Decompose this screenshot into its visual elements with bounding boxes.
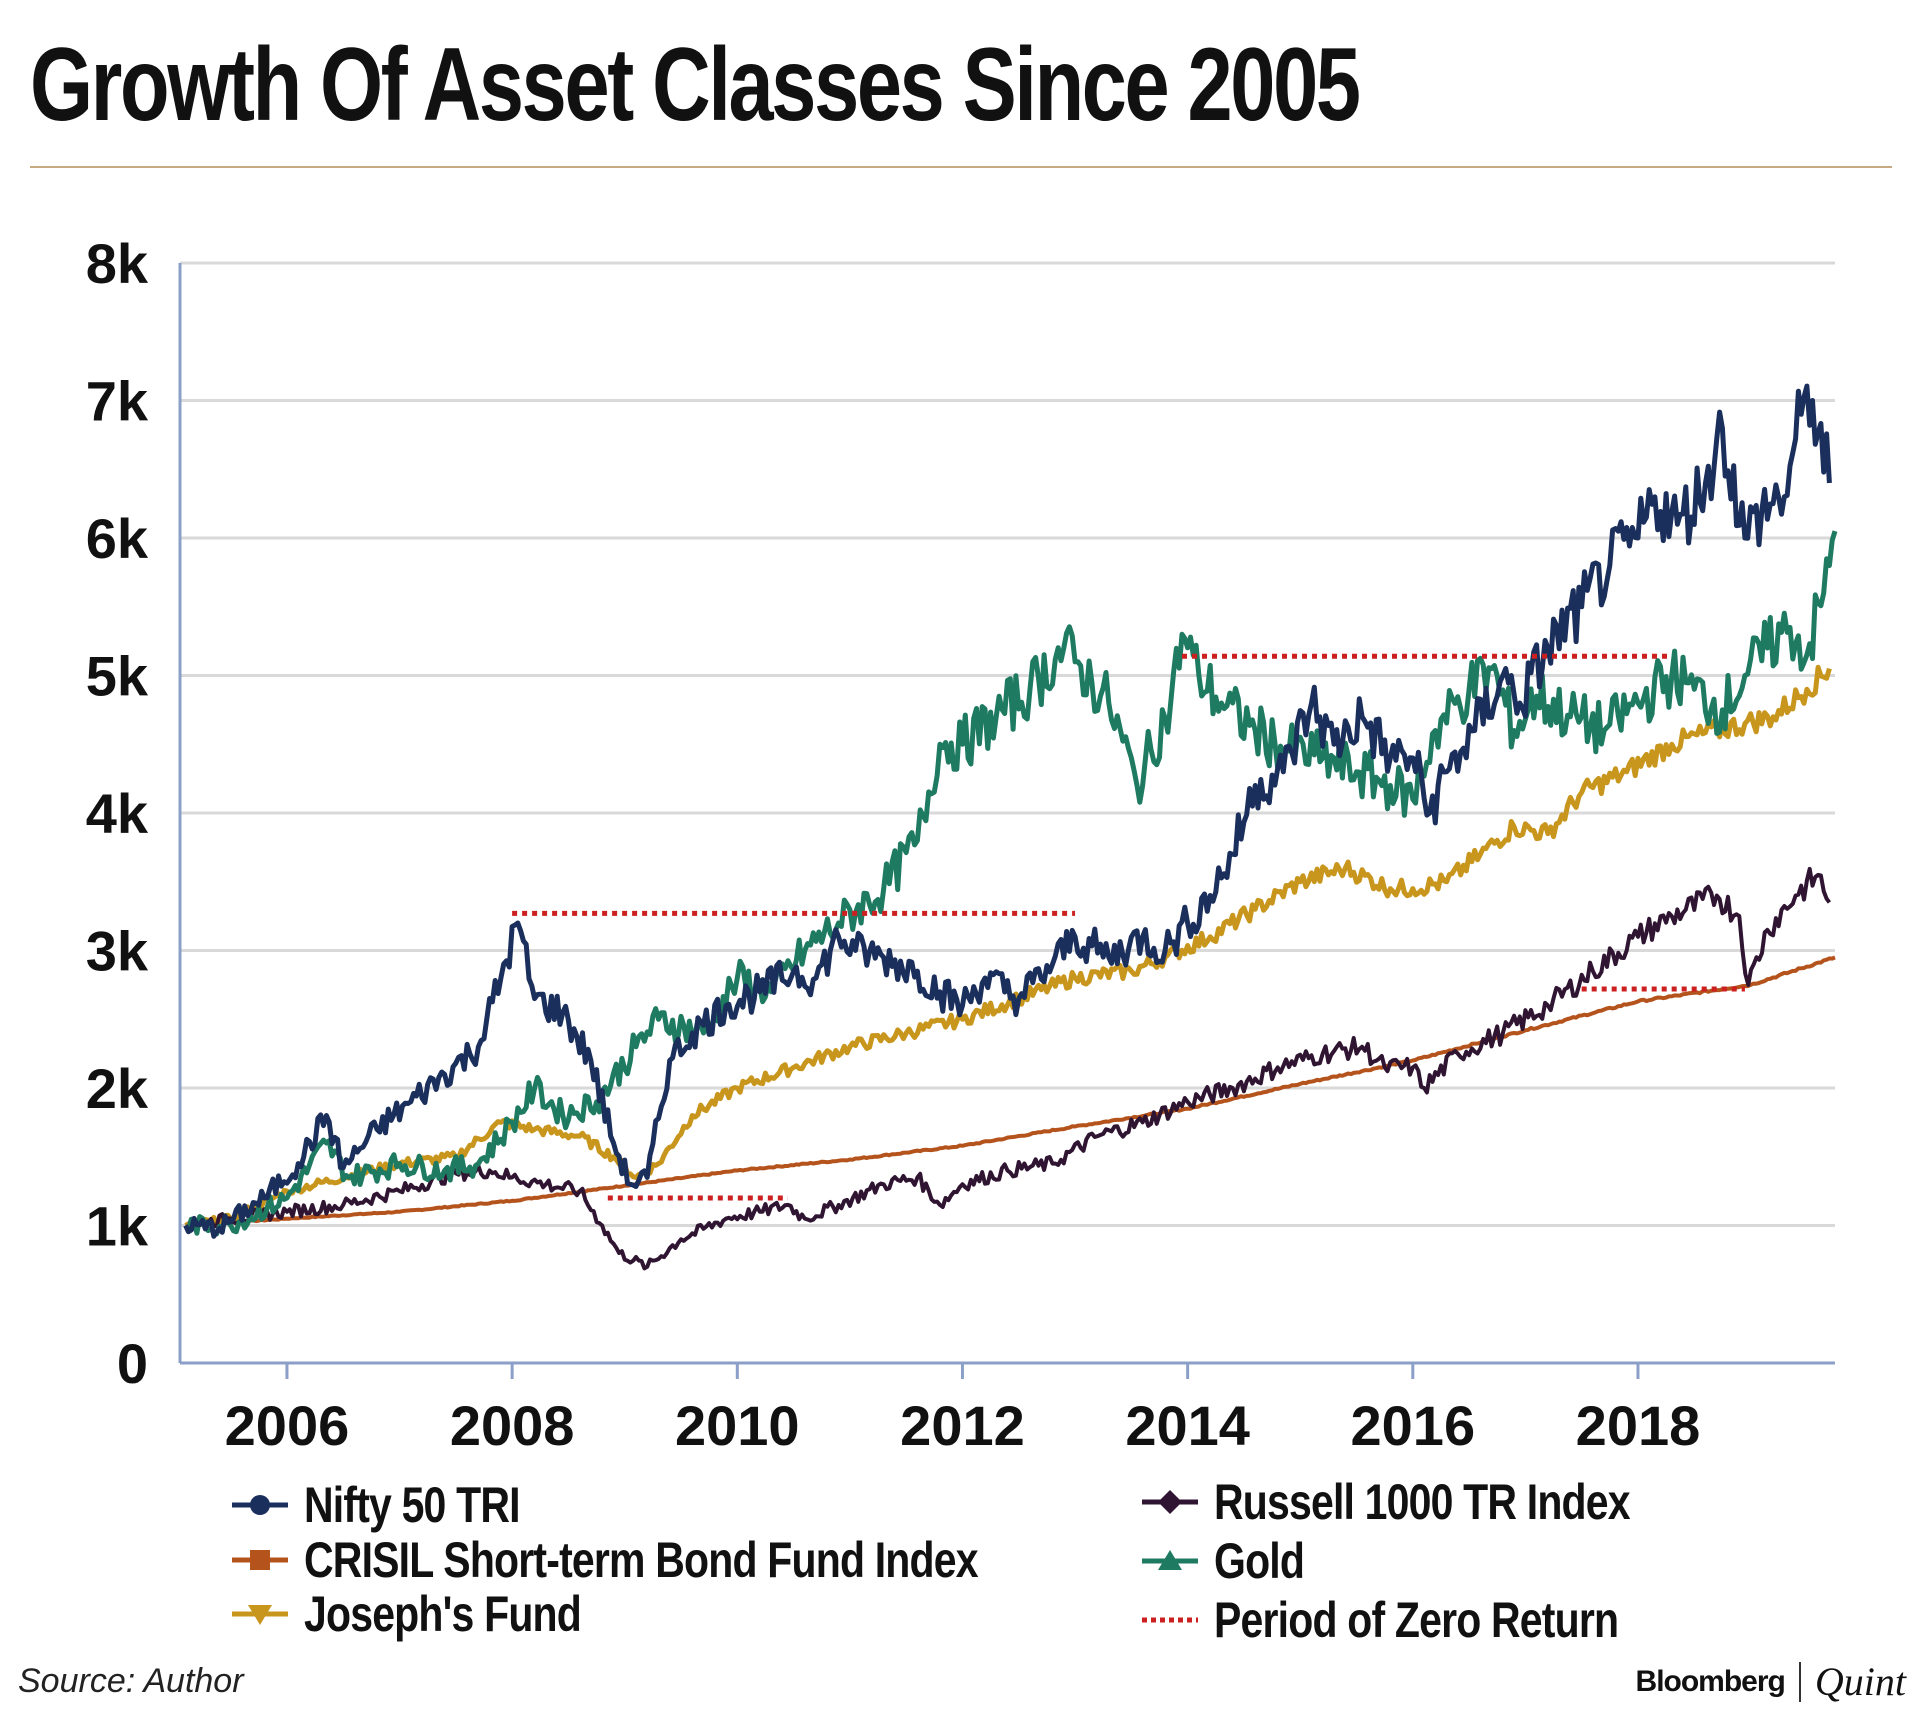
y-tick-label: 4k (86, 782, 149, 845)
dotted-line-icon (1142, 1617, 1198, 1623)
x-tick-label: 2006 (225, 1394, 350, 1457)
series-line-crisil-short-term-bond-fund-index (185, 955, 1836, 1228)
series-line-gold (183, 530, 1838, 1237)
legend-label: CRISIL Short-term Bond Fund Index (304, 1532, 979, 1588)
y-tick-label: 0 (117, 1332, 148, 1395)
y-tick-label: 5k (86, 645, 149, 708)
publisher-logo: Bloomberg Quint (1636, 1658, 1906, 1705)
title-divider (30, 166, 1892, 168)
legend-item-gold: Gold (1140, 1533, 1324, 1589)
x-tick-label: 2010 (675, 1394, 800, 1457)
legend-label: Period of Zero Return (1214, 1592, 1619, 1648)
chart-title: Growth Of Asset Classes Since 2005 (30, 27, 1361, 143)
series-line-nifty-50-tri (183, 383, 1832, 1239)
x-tick-label: 2008 (450, 1394, 575, 1457)
source-note: Source: Author (18, 1662, 244, 1700)
y-tick-label: 8k (86, 232, 149, 295)
legend-label: Nifty 50 TRI (304, 1477, 521, 1533)
legend-item-russell: Russell 1000 TR Index (1140, 1474, 1721, 1530)
triangle-up-marker-icon (1142, 1550, 1198, 1570)
y-tick-label: 3k (86, 920, 149, 983)
legend-label: Russell 1000 TR Index (1214, 1474, 1631, 1530)
diamond-marker-icon (1142, 1490, 1198, 1514)
x-tick-label: 2016 (1351, 1394, 1476, 1457)
brand-quint: Quint (1814, 1659, 1906, 1704)
legend-item-crisil: CRISIL Short-term Bond Fund Index (230, 1532, 1126, 1588)
brand-bloomberg: Bloomberg (1635, 1664, 1786, 1698)
legend-item-nifty: Nifty 50 TRI (230, 1477, 567, 1533)
legend-item-josephs-fund: Joseph's Fund (230, 1586, 642, 1642)
y-tick-label: 1k (86, 1195, 149, 1258)
circle-marker-icon (232, 1495, 288, 1515)
y-tick-label: 6k (86, 507, 149, 570)
x-tick-label: 2018 (1576, 1394, 1701, 1457)
series-line-joseph-s-fund (184, 664, 1832, 1228)
y-tick-label: 2k (86, 1057, 149, 1120)
triangle-down-marker-icon (232, 1605, 288, 1625)
x-tick-label: 2014 (1125, 1394, 1250, 1457)
brand-divider (1798, 1661, 1801, 1702)
legend-item-zero-return: Period of Zero Return (1140, 1592, 1707, 1648)
square-marker-icon (232, 1550, 288, 1570)
legend-label: Joseph's Fund (304, 1586, 582, 1642)
y-tick-label: 7k (86, 370, 149, 433)
legend-label: Gold (1214, 1533, 1305, 1589)
x-tick-label: 2012 (900, 1394, 1025, 1457)
